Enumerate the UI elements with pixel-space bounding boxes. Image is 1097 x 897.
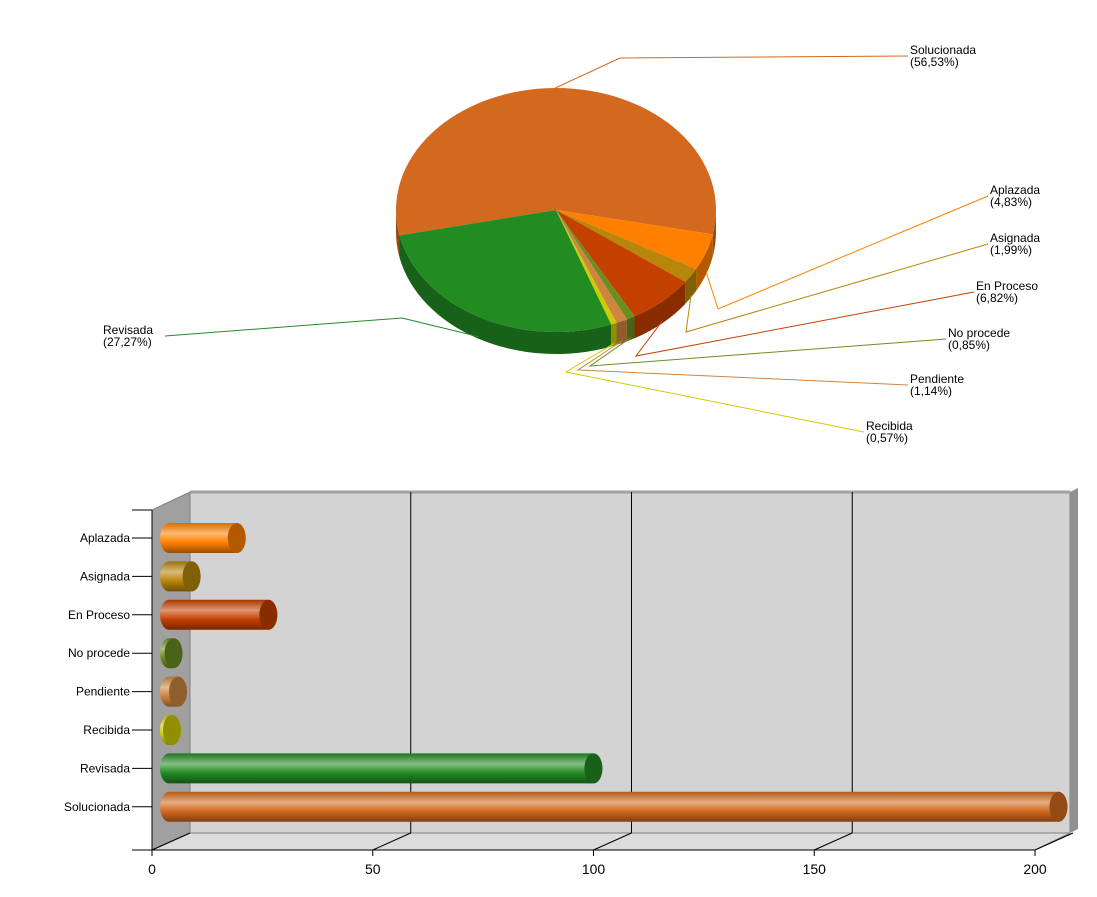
y-tick-label-asignada: Asignada [80,569,130,583]
x-tick-label-100: 100 [582,861,606,877]
pie-side-asignada [685,268,697,304]
pie-slice-recibida [556,210,617,325]
pie-percent-pendiente: (1,14%) [910,384,952,398]
bar-cap-no-procede [164,638,183,669]
bar-cap-aplazada [227,523,246,553]
floor-line-0 [151,832,191,851]
pie-side-revisada [399,235,612,354]
pie-percent-recibida: (0,57%) [866,431,908,445]
pie-slice-solucionada [396,87,716,236]
x-tick-label-50: 50 [365,861,381,877]
bar-en-proceso [160,599,278,630]
pie-slice-en-proceso [556,210,686,317]
bar-cap-recibida [163,715,181,745]
pie-leader-no-procede [588,337,947,367]
floor-line-50 [372,832,411,851]
pie-label-pendiente: Pendiente [910,372,964,386]
bar-revisada [160,753,603,784]
pie-percent-revisada: (27,27%) [103,335,152,349]
y-tick-label-no-procede: No procede [68,646,130,660]
bar-solucionada [160,791,1068,822]
floor-line-150 [814,832,853,851]
y-tick-label-pendiente: Pendiente [76,685,130,699]
y-tick-labels: Aplazada Asignada En Proceso No procede Pend… [64,531,152,814]
x-tick-label-0: 0 [148,861,156,877]
pie-slice-no-procede [556,210,635,320]
bar-cap-pendiente [169,676,188,707]
pie-percent-no-procede: (0,85%) [948,338,990,352]
pie-leader-en-proceso [634,291,975,357]
pie-labels: Solucionada(56,53%) Aplazada(4,83%) Asigna… [103,43,1040,445]
pie-percent-aplazada: (4,83%) [990,195,1032,209]
bar-cap-en-proceso [259,599,278,630]
pie-percent-asignada: (1,99%) [990,243,1032,257]
pie-side-solucionada [396,210,400,258]
pie-side-pendiente [616,319,627,345]
pie-slice-revisada [399,210,612,332]
pie-leader-solucionada [555,55,909,89]
pie-side-aplazada [696,234,713,291]
pie-leader-revisada [164,317,479,338]
pie-label-revisada: Revisada [103,323,153,337]
pie-leader-aplazada [705,195,989,310]
pie-slice-pendiente [556,210,627,323]
pie-side-en-proceso [634,281,686,339]
pie-side-recibida [611,322,617,347]
pie-leader-asignada [685,243,989,333]
pie-label-solucionada: Solucionada [910,43,976,57]
x-tick-label-150: 150 [803,861,827,877]
plot-floor [151,832,1071,851]
pie-chart: Solucionada(56,53%) Aplazada(4,83%) Asigna… [103,43,1040,445]
bars [160,523,1068,822]
floor-line-100 [593,832,632,851]
pie-slice-aplazada [556,210,713,269]
pie-side-no-procede [626,316,635,342]
bar-chart: 0 50 100 150 200 Aplazada Asignada En Proceso No… [64,488,1078,877]
pie-label-recibida: Recibida [866,419,913,433]
y-tick-label-en-proceso: En Proceso [68,608,130,622]
pie-percent-solucionada: (56,53%) [910,55,959,69]
y-tick-label-solucionada: Solucionada [64,800,130,814]
x-tick-label-200: 200 [1023,861,1047,877]
pie-label-no-procede: No procede [948,326,1010,340]
y-tick-label-aplazada: Aplazada [80,531,130,545]
pie-leader-recibida [564,343,865,433]
pie-slice-asignada [556,210,697,282]
bar-cap-asignada [182,561,201,592]
pie-side-solucionada [712,210,716,257]
pie-leader-pendiente [576,340,909,386]
pie-label-aplazada: Aplazada [990,183,1040,197]
x-tick-labels: 0 50 100 150 200 [148,850,1047,877]
y-tick-label-recibida: Recibida [83,723,130,737]
bar-cap-solucionada [1049,791,1068,822]
pie-slices [396,87,716,332]
pie-label-asignada: Asignada [990,231,1040,245]
floor-line-200 [1034,832,1074,851]
pie-label-en-proceso: En Proceso [976,279,1038,293]
pie-side-walls [396,210,716,354]
y-tick-label-revisada: Revisada [80,761,130,775]
bar-aplazada [160,523,246,553]
pie-percent-en-proceso: (6,82%) [976,291,1018,305]
bar-cap-revisada [584,753,603,784]
plot-right-edge [1070,488,1078,833]
